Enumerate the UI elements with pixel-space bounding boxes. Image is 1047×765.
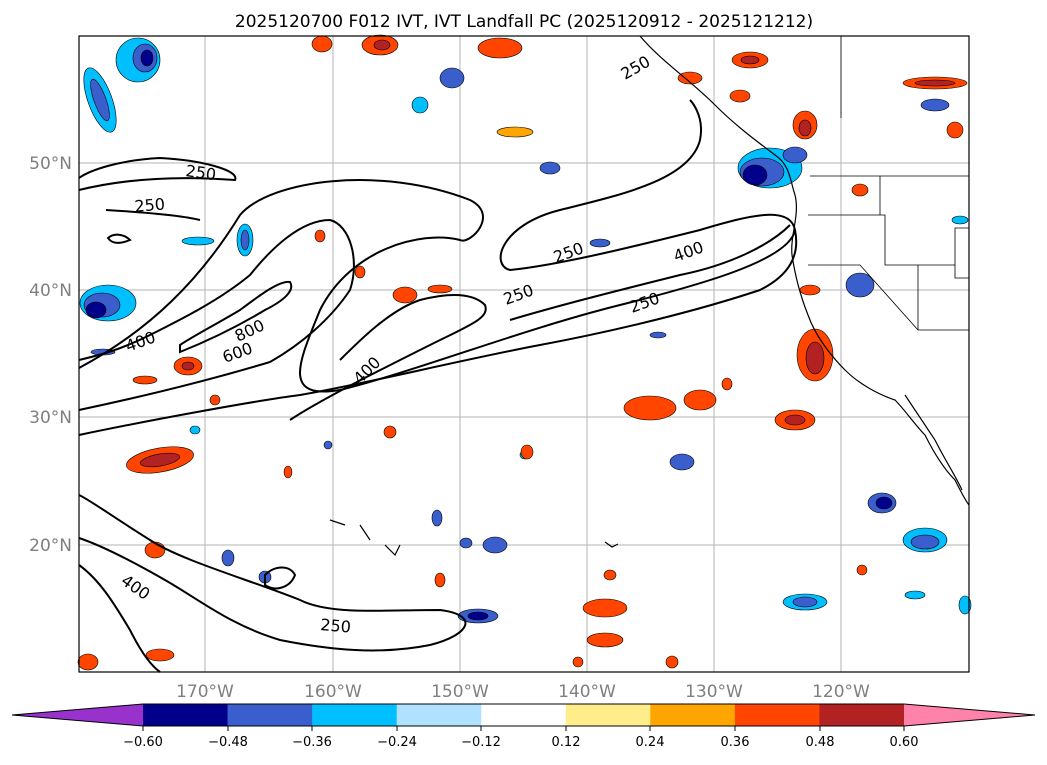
colorbar: −0.60 −0.48 −0.36 −0.24 −0.12 0.12 0.24 0.36 0.4… <box>11 703 1036 750</box>
figure-title: 2025120700 F012 IVT, IVT Landfall PC (20… <box>235 12 813 32</box>
lat-label: 40°N <box>29 281 72 301</box>
map-frame <box>78 35 970 673</box>
colorbar-segment <box>227 704 313 726</box>
longitude-labels: 170°W 160°W 150°W 140°W 130°W 120°W <box>176 682 870 702</box>
colorbar-tick-label: 0.60 <box>890 735 919 750</box>
lon-label: 170°W <box>176 682 234 702</box>
colorbar-tick-label: 0.24 <box>636 735 665 750</box>
colorbar-tick-label: −0.36 <box>292 735 332 750</box>
coastlines <box>329 35 970 557</box>
colorbar-tick-label: 0.12 <box>552 735 581 750</box>
colorbar-extend-low <box>12 704 143 726</box>
colorbar-tick-label: −0.24 <box>377 735 417 750</box>
positive-anomaly-shading <box>77 34 968 671</box>
colorbar-segment <box>312 704 398 726</box>
lon-label: 120°W <box>812 682 870 702</box>
lat-label: 20°N <box>29 536 72 556</box>
lon-label: 160°W <box>304 682 362 702</box>
contour-label: 250 <box>320 615 352 637</box>
contour-label: 250 <box>184 161 217 184</box>
negative-anomaly-shading <box>79 37 972 624</box>
colorbar-extend-high <box>904 704 1035 726</box>
contour-label: 250 <box>134 194 166 216</box>
colorbar-segment <box>396 704 482 726</box>
lon-label: 150°W <box>431 682 489 702</box>
colorbar-segment <box>565 704 651 726</box>
colorbar-tick-label: 0.36 <box>721 735 750 750</box>
colorbar-segment <box>650 704 736 726</box>
lat-label: 30°N <box>29 408 72 428</box>
colorbar-tick-label: −0.48 <box>208 735 248 750</box>
colorbar-tick-label: 0.48 <box>806 735 835 750</box>
colorbar-tick-label: −0.60 <box>123 735 163 750</box>
lon-label: 130°W <box>685 682 743 702</box>
ivt-contours <box>78 99 798 673</box>
lat-label: 50°N <box>29 154 72 174</box>
latitude-labels: 50°N 40°N 30°N 20°N <box>29 154 72 556</box>
lon-label: 140°W <box>558 682 616 702</box>
colorbar-segment <box>143 704 229 726</box>
colorbar-segment <box>734 704 820 726</box>
colorbar-segment <box>481 704 567 726</box>
colorbar-tick-label: −0.12 <box>461 735 501 750</box>
colorbar-segment <box>819 704 905 726</box>
